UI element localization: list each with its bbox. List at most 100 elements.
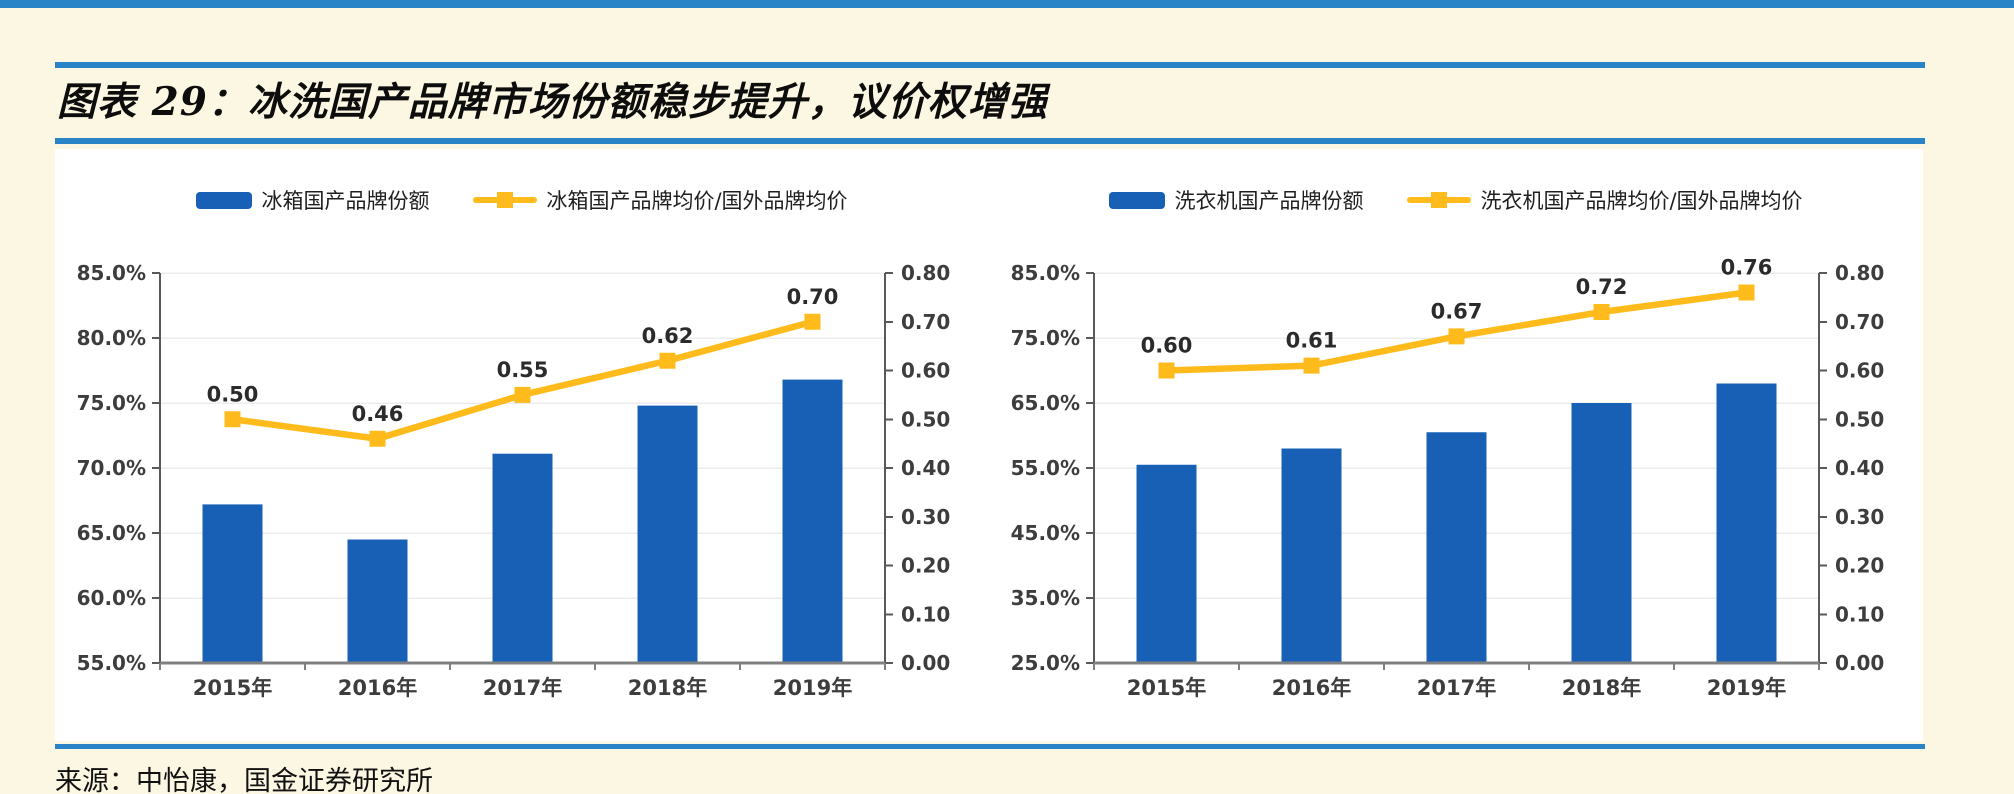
line-point-2016年 [369,430,386,447]
bar-2015年 [202,504,263,663]
point-label: 0.62 [642,324,694,348]
right-tick-label: 0.40 [1835,456,1884,480]
x-tick-label: 2017年 [483,676,562,700]
right-tick-label: 0.10 [1835,602,1884,626]
point-label: 0.72 [1576,275,1628,299]
washer-combo-chart: 85.0% 75.0% 65.0% 55.0% 45.0% 35.0% 25.0% 0.80 0… [1011,256,1885,701]
line-marker-icon [497,192,514,208]
bar-2015年 [1136,464,1197,663]
right-tick-label: 0.40 [901,456,950,480]
x-tick-label: 2016年 [338,676,417,700]
x-tick-label: 2017年 [1417,676,1496,700]
line-series: 0.60 0.61 0.67 0.72 0.76 [1141,256,1773,379]
left-tick-label: 35.0% [1011,586,1080,610]
left-tick-label: 75.0% [1011,326,1080,350]
left-tick-label: 55.0% [1011,456,1080,480]
bar-2017年 [492,453,553,663]
refrigerator-combo-chart: 85.0% 80.0% 75.0% 70.0% 65.0% 60.0% 55.0% 0.80 0… [77,261,951,700]
chart-panel: 冰箱国产品牌份额 冰箱国产品牌均价/国外品牌均价 85.0% 80.0% 75.0%… [55,149,1923,741]
bar-2016年 [347,539,408,663]
line-marker-icon [1431,192,1448,208]
left-tick-label: 60.0% [77,586,146,610]
legend-label-refrigerator-price-ratio: 冰箱国产品牌均价/国外品牌均价 [546,189,848,213]
line-point-2015年 [224,411,241,428]
point-label: 0.60 [1141,334,1193,358]
legend-label-refrigerator-share: 冰箱国产品牌份额 [261,189,430,213]
bar-2016年 [1281,448,1342,663]
axes: 85.0% 80.0% 75.0% 70.0% 65.0% 60.0% 55.0% 0.80 0… [77,261,951,700]
right-tick-label: 0.80 [1835,261,1884,285]
left-tick-label: 45.0% [1011,521,1080,545]
bar-swatch-icon [1109,191,1166,209]
page-top-rule [0,0,2014,8]
right-tick-label: 0.70 [901,310,950,334]
legend-item-refrigerator-share: 冰箱国产品牌份额 [196,185,429,215]
line-point-2018年 [659,352,676,369]
line-point-2015年 [1158,362,1175,379]
left-tick-label: 65.0% [1011,391,1080,415]
line-point-2016年 [1303,357,1320,374]
right-tick-label: 0.50 [901,407,950,431]
legend-refrigerator: 冰箱国产品牌份额 冰箱国产品牌均价/国外品牌均价 [55,149,989,223]
footer-rule [55,744,1925,749]
line-point-2019年 [804,313,821,330]
left-tick-label: 25.0% [1011,651,1080,675]
right-tick-label: 0.00 [1835,651,1884,675]
right-tick-label: 0.30 [901,505,950,529]
bar-2019年 [782,379,843,663]
line-point-2017年 [514,386,531,403]
point-label: 0.61 [1286,329,1338,353]
title-top-rule [55,62,1925,68]
right-tick-label: 0.60 [901,359,950,383]
left-tick-label: 85.0% [1011,261,1080,285]
point-label: 0.76 [1721,256,1773,280]
line-point-2018年 [1593,304,1610,320]
source-note: 来源：中怡康，国金证券研究所 [55,766,433,794]
left-tick-label: 85.0% [77,261,146,285]
bar-series [202,379,843,663]
bar-series [1136,383,1777,663]
x-tick-label: 2019年 [1707,676,1786,700]
x-tick-label: 2016年 [1272,676,1351,700]
x-tick-label: 2018年 [1562,676,1641,700]
right-tick-label: 0.00 [901,651,950,675]
left-tick-label: 65.0% [77,521,146,545]
left-tick-label: 80.0% [77,326,146,350]
bar-2018年 [1571,403,1632,663]
right-tick-label: 0.70 [1835,310,1884,334]
point-label: 0.67 [1431,299,1483,323]
right-tick-label: 0.20 [1835,554,1884,578]
line-swatch-icon [473,192,538,208]
right-tick-label: 0.60 [1835,359,1884,383]
line-swatch-icon [1407,192,1472,208]
chart-refrigerator: 冰箱国产品牌份额 冰箱国产品牌均价/国外品牌均价 85.0% 80.0% 75.0%… [55,149,989,741]
line-point-2019年 [1738,284,1755,301]
line-point-2017年 [1448,328,1465,345]
right-tick-label: 0.80 [901,261,950,285]
bar-swatch-icon [196,191,253,209]
chart-washer: 洗衣机国产品牌份额 洗衣机国产品牌均价/国外品牌均价 85.0% 75.0% 65.… [989,149,1923,741]
right-tick-label: 0.20 [901,554,950,578]
right-tick-label: 0.10 [901,602,950,626]
x-tick-label: 2018年 [628,676,707,700]
legend-item-washer-price-ratio: 洗衣机国产品牌均价/国外品牌均价 [1407,185,1803,215]
legend-item-refrigerator-price-ratio: 冰箱国产品牌均价/国外品牌均价 [473,185,848,215]
right-tick-label: 0.30 [1835,505,1884,529]
left-tick-label: 75.0% [77,391,146,415]
bar-2018年 [637,405,698,663]
legend-label-washer-share: 洗衣机国产品牌份额 [1174,189,1364,213]
figure-title: 图表 29：冰洗国产品牌市场份额稳步提升，议价权增强 [57,79,1048,125]
bar-2019年 [1716,383,1777,663]
x-tick-label: 2015年 [193,676,272,700]
title-bottom-rule [55,138,1925,144]
axes: 85.0% 75.0% 65.0% 55.0% 45.0% 35.0% 25.0% 0.80 0… [1011,261,1885,700]
line-series: 0.50 0.46 0.55 0.62 0.70 [207,285,838,447]
bar-2017年 [1426,432,1487,663]
right-tick-label: 0.50 [1835,407,1884,431]
left-tick-label: 55.0% [77,651,146,675]
point-label: 0.50 [207,382,259,406]
legend-item-washer-share: 洗衣机国产品牌份额 [1109,185,1363,215]
legend-label-washer-price-ratio: 洗衣机国产品牌均价/国外品牌均价 [1480,189,1803,213]
point-label: 0.55 [497,358,549,382]
